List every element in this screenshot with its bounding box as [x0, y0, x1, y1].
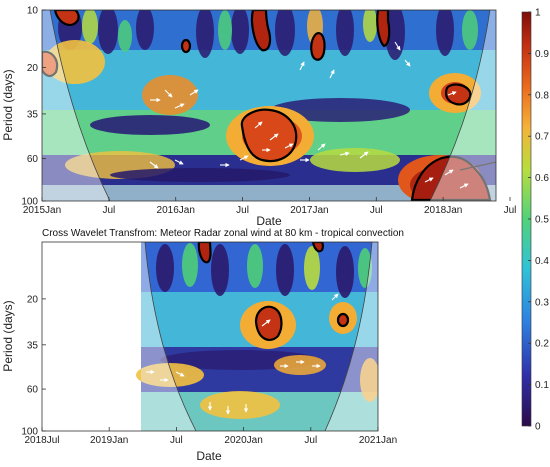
panel-1-y-tick-label: 35 — [27, 109, 39, 120]
panel-2-wavelet-field — [42, 242, 378, 431]
colorbar-tick-label: 0.6 — [535, 173, 549, 184]
panel-1-x-tick-label: Jul — [504, 205, 517, 216]
panel-2-x-tick-label: 2019Jan — [90, 435, 128, 446]
panel-1-frame — [41, 9, 497, 202]
colorbar-tick-label: 0.7 — [535, 132, 549, 143]
colorbar-tick-label: 0.4 — [535, 256, 549, 267]
colorbar-ticks: 1 0.9 0.8 0.7 0.6 0.5 0.4 0.3 0.2 0.1 0 — [528, 8, 549, 433]
colorbar-tick-label: 0 — [535, 422, 541, 433]
panel-1-x-tick-label: 2017Jan — [290, 205, 328, 216]
colorbar-tick-label: 0.5 — [535, 215, 549, 226]
panel-2-x-axis-label: Date — [196, 449, 222, 463]
panel-2-y-ticks: 20 35 60 100 — [21, 294, 46, 438]
panel-2-y-tick-label: 60 — [27, 385, 39, 396]
panel-2-y-tick-label: 100 — [21, 427, 38, 438]
panel-2-y-axis-label: Period (days) — [1, 300, 15, 371]
colorbar-tick-label: 0.3 — [535, 297, 549, 308]
panel-2-frame — [41, 241, 379, 432]
panel-1-x-tick-label: Jul — [370, 205, 383, 216]
panel-2-x-tick-label: 2021Jan — [359, 435, 397, 446]
panel-1-y-tick-label: 60 — [27, 154, 39, 165]
panel-1-x-tick-label: 2016Jan — [157, 205, 195, 216]
panel-2-x-tick-label: 2018Jul — [24, 435, 59, 446]
panel-1-x-tick-label: Jul — [102, 205, 115, 216]
panel-2-x-tick-label: 2020Jan — [224, 435, 262, 446]
panel-2-title: Cross Wavelet Transfrom: Meteor Radar zo… — [42, 228, 404, 239]
colorbar: 1 0.9 0.8 0.7 0.6 0.5 0.4 0.3 0.2 0.1 0 — [521, 8, 549, 433]
panel-1-wavelet-field — [42, 10, 496, 201]
panel-1-x-ticks: 2015Jan Jul 2016Jan Jul 2017Jan Jul 2018Jan Jul — [23, 197, 517, 216]
panel-2-y-tick-label: 20 — [27, 294, 39, 305]
panel-1-y-ticks: 10 20 35 60 100 — [21, 6, 46, 208]
colorbar-tick-label: 0.9 — [535, 49, 549, 60]
panel-2-x-tick-label: Jul — [170, 435, 183, 446]
panel-2-x-ticks: 2018Jul 2019Jan Jul 2020Jan Jul 2021Jan — [24, 427, 397, 446]
panel-1-x-tick-label: 2018Jan — [424, 205, 462, 216]
panel-1-x-tick-label: 2015Jan — [23, 205, 61, 216]
panel-2-x-tick-label: Jul — [304, 435, 317, 446]
panel-2-y-tick-label: 35 — [27, 340, 39, 351]
panel-1-x-axis-label: Date — [256, 214, 282, 228]
panel-1-y-tick-label: 20 — [27, 63, 39, 74]
panel-1-y-tick-label: 10 — [27, 6, 39, 17]
colorbar-tick-label: 0.1 — [535, 380, 549, 391]
colorbar-tick-label: 0.2 — [535, 339, 549, 350]
colorbar-tick-label: 1 — [535, 8, 541, 19]
panel-1: 10 20 35 60 100 2015Jan Jul 2016Jan Jul 2017Jan J… — [1, 6, 517, 229]
panel-1-y-axis-label: Period (days) — [1, 69, 15, 140]
panel-1-x-tick-label: Jul — [236, 205, 249, 216]
panel-2: 20 35 60 100 2018Jul 2019Jan Jul 2020Jan Jul 202… — [1, 241, 397, 463]
panel-1-y-tick-label: 100 — [21, 197, 38, 208]
colorbar-tick-label: 0.8 — [535, 90, 549, 101]
